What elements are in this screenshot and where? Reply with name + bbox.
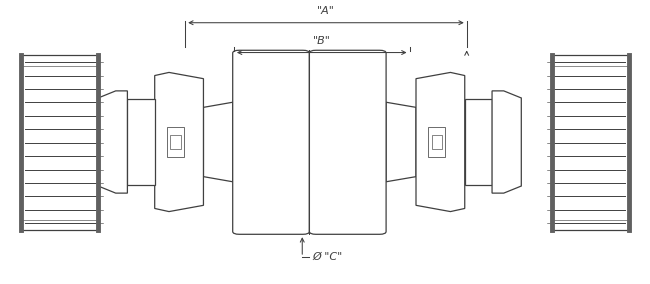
Bar xyxy=(167,127,184,157)
FancyBboxPatch shape xyxy=(309,50,386,234)
Polygon shape xyxy=(155,72,203,212)
Bar xyxy=(127,99,155,185)
Text: "A": "A" xyxy=(317,6,335,16)
Bar xyxy=(465,99,492,185)
Polygon shape xyxy=(98,91,127,193)
Bar xyxy=(170,135,181,149)
Polygon shape xyxy=(203,102,233,182)
Text: Ø "C": Ø "C" xyxy=(312,252,343,262)
Polygon shape xyxy=(492,91,521,193)
Text: "B": "B" xyxy=(313,36,331,46)
Polygon shape xyxy=(416,72,465,212)
Bar xyxy=(21,55,98,230)
FancyBboxPatch shape xyxy=(233,50,309,234)
Bar xyxy=(552,55,629,230)
Bar xyxy=(432,135,442,149)
Polygon shape xyxy=(386,102,416,182)
Bar xyxy=(428,127,445,157)
